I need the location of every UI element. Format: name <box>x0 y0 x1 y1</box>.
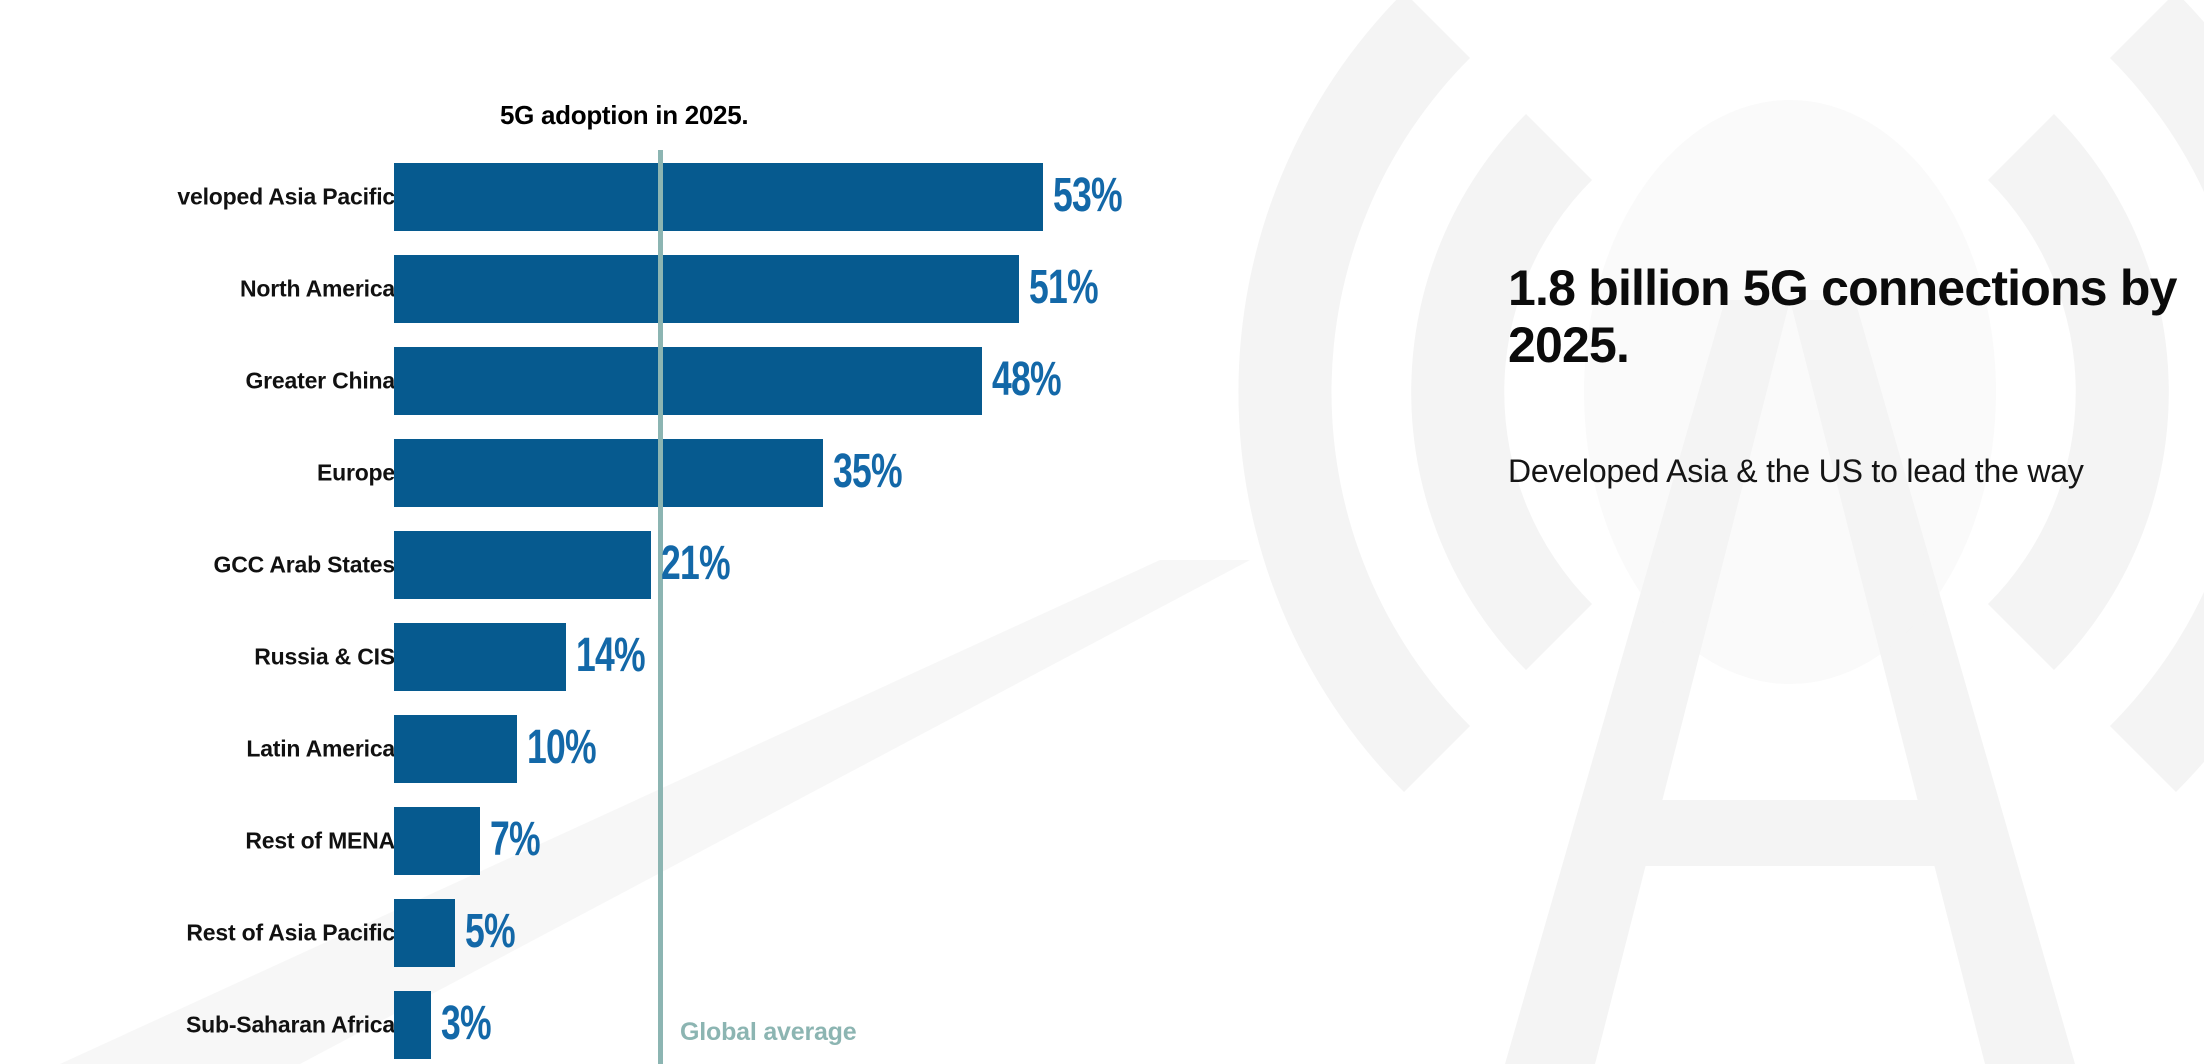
chart-bar-row: Sub-Saharan Africa 3% <box>0 979 1240 1064</box>
bar-category-label: Europe <box>316 459 395 486</box>
bar-category-label: Russia & CIS <box>254 643 395 670</box>
chart-bar <box>394 531 652 599</box>
bar-value-label: 35% <box>832 445 903 499</box>
bar-chart-panel: 5G adoption in 2025. veloped Asia Pacifi… <box>0 100 1240 1064</box>
bar-category-label: North America <box>239 275 395 302</box>
bar-value-label: 7% <box>489 813 541 867</box>
chart-bar <box>394 163 1044 231</box>
bar-value-label: 48% <box>992 353 1062 407</box>
chart-bar-row: Latin America 10% <box>0 703 1240 795</box>
chart-bar-row: Europe 35% <box>0 427 1240 519</box>
chart-bar-row: GCC Arab States 21% <box>0 519 1240 611</box>
bar-value-label: 53% <box>1053 169 1123 223</box>
side-subtitle: Developed Asia & the US to lead the way <box>1508 453 2084 489</box>
bar-category-label: Sub-Saharan Africa <box>186 1011 395 1038</box>
bar-value-label: 10% <box>526 721 597 775</box>
bar-category-label: veloped Asia Pacific <box>177 183 395 210</box>
bar-value-label: 51% <box>1028 261 1099 315</box>
chart-bar-row: Russia & CIS 14% <box>0 611 1240 703</box>
bar-category-label: Latin America <box>246 735 395 762</box>
bar-category-label: GCC Arab States <box>213 551 396 578</box>
chart-bar <box>394 255 1019 323</box>
global-average-label: Global average <box>680 1018 857 1046</box>
bar-value-label: 3% <box>440 997 492 1051</box>
chart-bar <box>394 807 480 875</box>
chart-title: 5G adoption in 2025. <box>500 100 749 130</box>
chart-bar <box>394 899 456 967</box>
chart-bar <box>394 439 823 507</box>
bar-category-label: Greater China <box>245 367 395 394</box>
global-average-line <box>658 150 663 1064</box>
bar-value-label: 21% <box>661 537 731 591</box>
chart-bar <box>394 347 982 415</box>
chart-bar <box>394 623 566 691</box>
chart-bar-row: Rest of Asia Pacific 5% <box>0 887 1240 979</box>
side-headline: 1.8 billion 5G connections by 2025. <box>1508 260 2177 373</box>
chart-bar-row: Rest of MENA 7% <box>0 795 1240 887</box>
bar-category-label: Rest of MENA <box>245 827 395 854</box>
chart-plot-area: veloped Asia Pacific 53% North America 51% G… <box>0 151 1240 1064</box>
chart-bar <box>394 715 517 783</box>
bar-value-label: 14% <box>575 629 646 683</box>
chart-bar-row: North America 51% <box>0 243 1240 335</box>
chart-bar <box>394 991 431 1059</box>
bar-value-label: 5% <box>465 905 516 959</box>
side-text-panel: 1.8 billion 5G connections by 2025. Deve… <box>1508 0 2204 1064</box>
bar-category-label: Rest of Asia Pacific <box>186 919 395 946</box>
chart-bar-row: Greater China 48% <box>0 335 1240 427</box>
chart-bar-row: veloped Asia Pacific 53% <box>0 151 1240 243</box>
